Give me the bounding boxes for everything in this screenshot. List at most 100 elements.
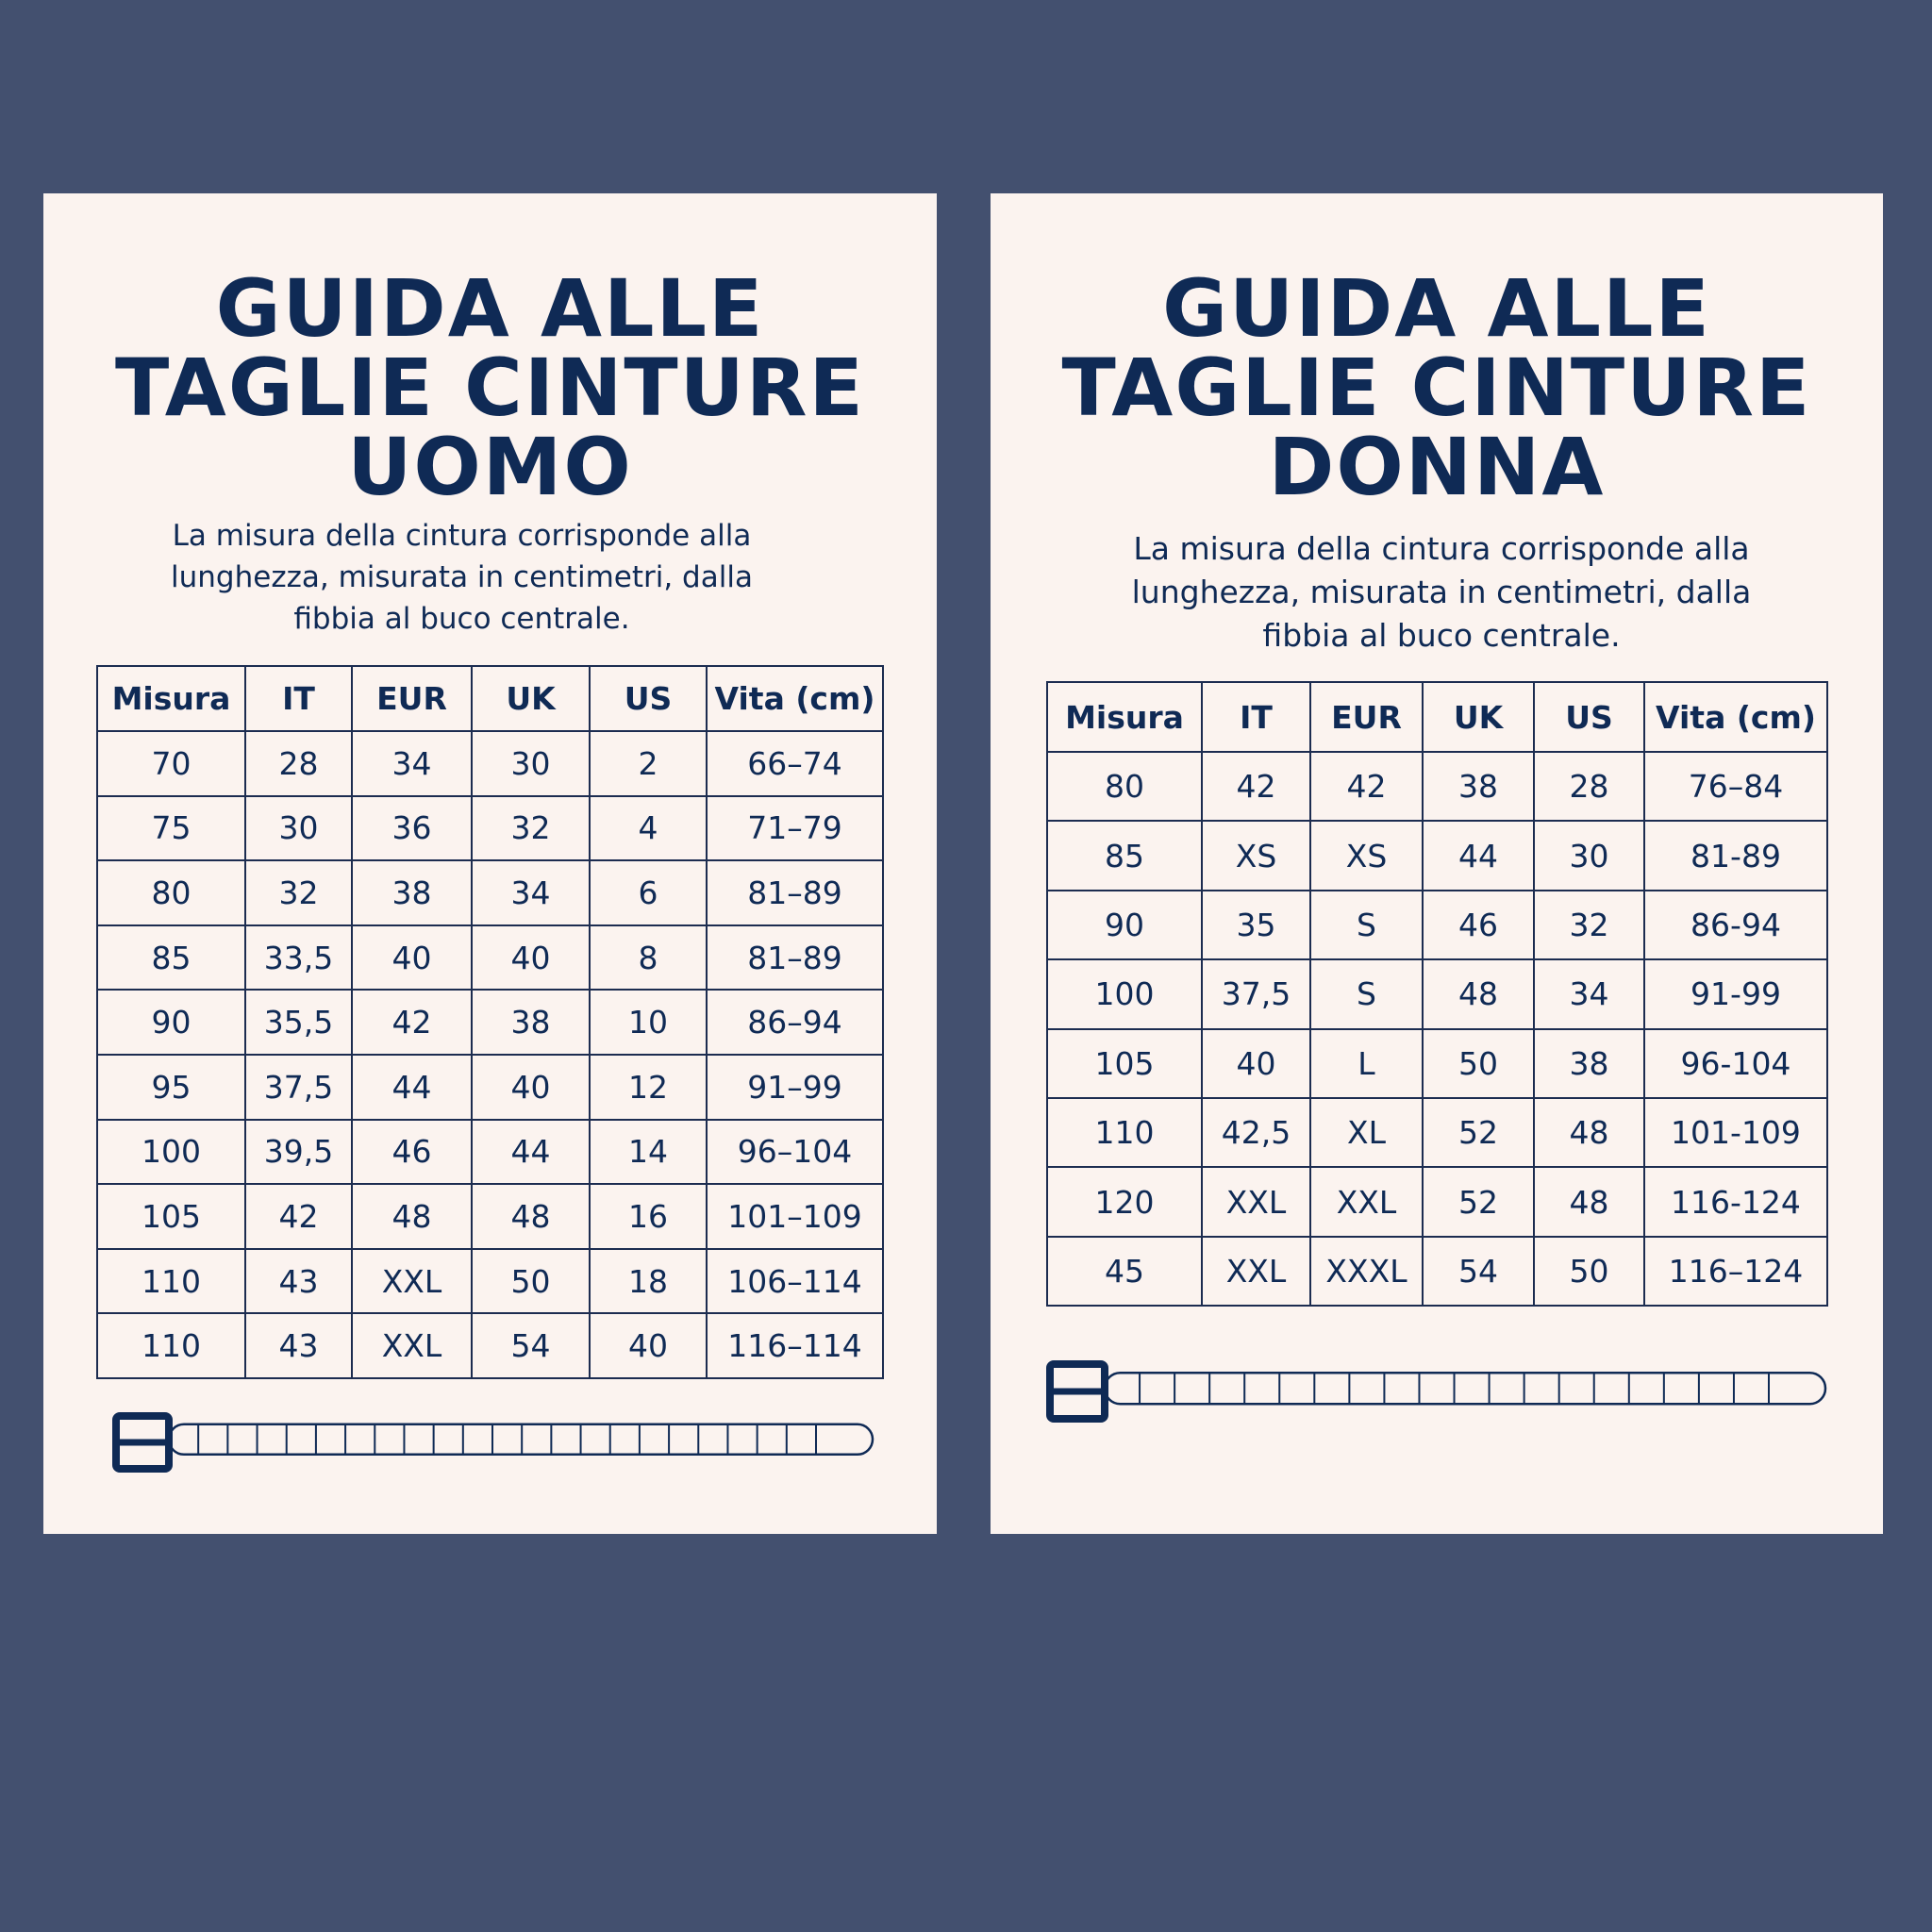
- table-cell: 80: [96, 859, 246, 926]
- table-cell: XXL: [1201, 1235, 1311, 1307]
- table-cell: 54: [1422, 1235, 1535, 1307]
- table-cell: 120: [1046, 1166, 1203, 1238]
- table-cell: 86-94: [1643, 889, 1828, 961]
- subtitle-line: La misura della cintura corrisponde alla: [1133, 530, 1750, 567]
- table-cell: 105: [96, 1183, 246, 1250]
- table-cell: 95: [96, 1053, 246, 1121]
- table-cell: 34: [471, 859, 591, 926]
- table-cell: 90: [96, 989, 246, 1056]
- table-cell: 50: [1422, 1027, 1535, 1099]
- table-row: 70 28 34 30 2 66–74: [96, 730, 884, 797]
- table-cell: 37,5: [244, 1053, 353, 1121]
- title-line: GUIDA ALLE: [1162, 262, 1711, 355]
- table-row: 95 37,5 44 40 12 91–99: [96, 1053, 884, 1121]
- table-cell: 48: [471, 1183, 591, 1250]
- table-row: 100 39,5 46 44 14 96–104: [96, 1118, 884, 1186]
- table-cell: 35,5: [244, 989, 353, 1056]
- table-row: 100 37,5 S 48 34 91-99: [1046, 958, 1828, 1030]
- women-title: GUIDA ALLE TAGLIE CINTURE DONNA: [991, 269, 1883, 507]
- table-cell: 18: [589, 1247, 708, 1315]
- table-cell: L: [1309, 1027, 1424, 1099]
- table-cell: 100: [96, 1118, 246, 1186]
- column-header: Vita (cm): [1643, 681, 1828, 753]
- table-cell: 100: [1046, 958, 1203, 1030]
- table-row: 85 33,5 40 40 8 81–89: [96, 924, 884, 991]
- title-line: DONNA: [1268, 421, 1606, 513]
- table-row: 105 40 L 50 38 96-104: [1046, 1027, 1828, 1099]
- table-cell: 91-99: [1643, 958, 1828, 1030]
- table-cell: 4: [589, 794, 708, 862]
- table-cell: 38: [351, 859, 473, 926]
- table-cell: 81-89: [1643, 820, 1828, 891]
- subtitle-line: La misura della cintura corrisponde alla: [172, 519, 752, 553]
- men-size-table: Misura IT EUR UK US Vita (cm) 70 28 34 30 2 66–74 75…: [96, 665, 884, 1379]
- table-cell: 116–114: [706, 1312, 884, 1379]
- table-row: 75 30 36 32 4 71–79: [96, 794, 884, 862]
- table-cell: 105: [1046, 1027, 1203, 1099]
- table-cell: 38: [1533, 1027, 1645, 1099]
- belt-strap: [1103, 1371, 1827, 1406]
- table-cell: 66–74: [706, 730, 884, 797]
- table-cell: 52: [1422, 1166, 1535, 1238]
- table-cell: XXXL: [1309, 1235, 1424, 1307]
- table-cell: 42: [351, 989, 473, 1056]
- table-cell: 36: [351, 794, 473, 862]
- table-cell: 106–114: [706, 1247, 884, 1315]
- table-cell: 40: [471, 1053, 591, 1121]
- table-cell: 44: [351, 1053, 473, 1121]
- table-cell: 91–99: [706, 1053, 884, 1121]
- table-cell: 32: [244, 859, 353, 926]
- table-cell: 42,5: [1201, 1096, 1311, 1169]
- table-row: 110 42,5 XL 52 48 101-109: [1046, 1096, 1828, 1169]
- table-cell: 110: [1046, 1096, 1203, 1169]
- table-cell: 34: [351, 730, 473, 797]
- table-cell: 35: [1201, 889, 1311, 961]
- table-row: 90 35,5 42 38 10 86–94: [96, 989, 884, 1056]
- table-cell: 14: [589, 1118, 708, 1186]
- table-row: 80 42 42 38 28 76–84: [1046, 750, 1828, 823]
- men-subtitle: La misura della cintura corrisponde alla…: [100, 515, 824, 640]
- column-header: Misura: [1046, 681, 1203, 753]
- belt-icon: [1046, 1360, 1827, 1423]
- table-cell: 30: [1533, 820, 1645, 891]
- table-cell: 96–104: [706, 1118, 884, 1186]
- table-cell: 101-109: [1643, 1096, 1828, 1169]
- table-cell: 2: [589, 730, 708, 797]
- belt-strap: [167, 1423, 874, 1457]
- table-cell: 8: [589, 924, 708, 991]
- column-header: EUR: [351, 665, 473, 732]
- subtitle-line: lunghezza, misurata in centimetri, dalla: [1131, 574, 1752, 610]
- table-row: 90 35 S 46 32 86-94: [1046, 889, 1828, 961]
- table-cell: 32: [1533, 889, 1645, 961]
- table-cell: 42: [244, 1183, 353, 1250]
- column-header: IT: [244, 665, 353, 732]
- table-cell: 101–109: [706, 1183, 884, 1250]
- table-cell: XXL: [351, 1312, 473, 1379]
- table-row: 110 43 XXL 50 18 106–114: [96, 1247, 884, 1315]
- table-cell: 38: [471, 989, 591, 1056]
- table-cell: 76–84: [1643, 750, 1828, 823]
- column-header: Vita (cm): [706, 665, 884, 732]
- table-cell: 42: [1309, 750, 1424, 823]
- table-row: 105 42 48 48 16 101–109: [96, 1183, 884, 1250]
- table-cell: 16: [589, 1183, 708, 1250]
- table-cell: 40: [351, 924, 473, 991]
- table-row: 85 XS XS 44 30 81-89: [1046, 820, 1828, 891]
- table-cell: 110: [96, 1312, 246, 1379]
- table-cell: 50: [471, 1247, 591, 1315]
- table-row: 110 43 XXL 54 40 116–114: [96, 1312, 884, 1379]
- table-cell: 40: [471, 924, 591, 991]
- table-cell: 81–89: [706, 859, 884, 926]
- table-cell: XXL: [1201, 1166, 1311, 1238]
- table-cell: 46: [1422, 889, 1535, 961]
- table-cell: 48: [1533, 1166, 1645, 1238]
- column-header: US: [1533, 681, 1645, 753]
- table-cell: 39,5: [244, 1118, 353, 1186]
- table-cell: S: [1309, 958, 1424, 1030]
- table-cell: 116-124: [1643, 1166, 1828, 1238]
- table-cell: 30: [471, 730, 591, 797]
- table-cell: 48: [1422, 958, 1535, 1030]
- subtitle-line: lunghezza, misurata in centimetri, dalla: [171, 560, 753, 594]
- table-row: 120 XXL XXL 52 48 116-124: [1046, 1166, 1828, 1238]
- table-cell: 33,5: [244, 924, 353, 991]
